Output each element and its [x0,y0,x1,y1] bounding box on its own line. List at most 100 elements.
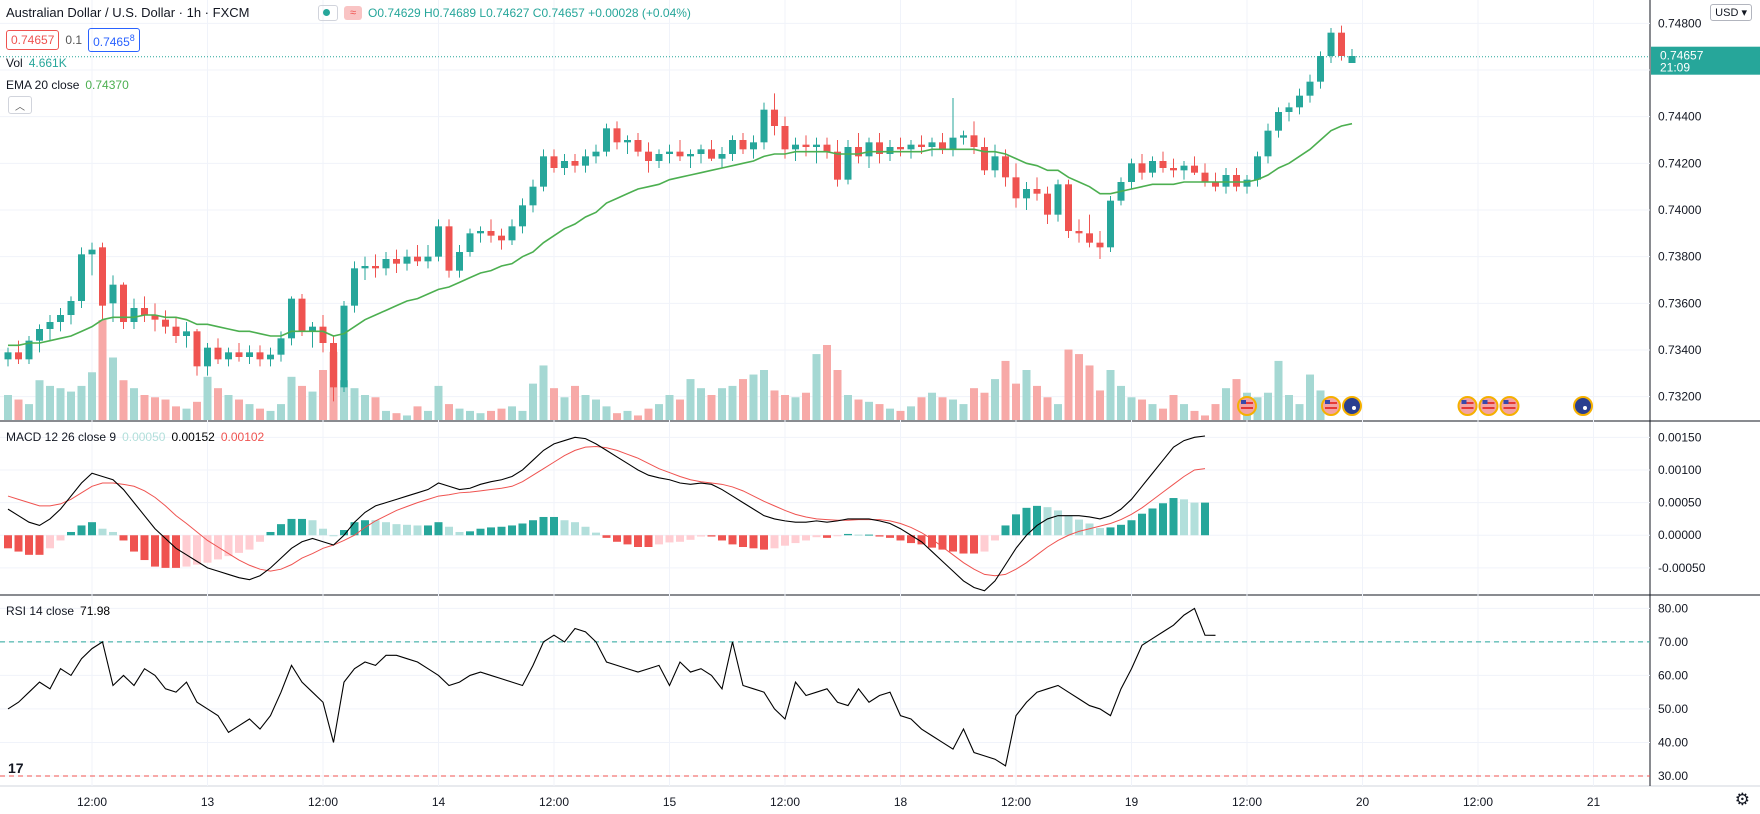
candle-body[interactable] [1075,231,1083,234]
candle-body[interactable] [991,156,999,171]
candle-body[interactable] [540,156,547,187]
last-price-tag[interactable] [1651,46,1760,75]
candle-body[interactable] [561,161,568,168]
candle-body[interactable] [15,352,22,360]
macd-legend[interactable]: MACD 12 26 close 9 0.00050 0.00152 0.001… [6,430,264,444]
candle-body[interactable] [844,147,852,180]
candle-body[interactable] [414,256,421,262]
candle-body[interactable] [718,154,726,159]
candle-body[interactable] [697,149,705,154]
candle-body[interactable] [771,109,778,126]
candle-body[interactable] [1086,233,1093,243]
candle-body[interactable] [1264,130,1272,157]
candle-body[interactable] [1275,112,1282,131]
candle-body[interactable] [456,252,463,271]
candle-body[interactable] [802,144,810,147]
candle-body[interactable] [235,352,243,357]
us-flag-event-icon[interactable] [1321,396,1341,416]
candle-body[interactable] [1191,165,1198,173]
candle-body[interactable] [477,231,484,234]
candle-body[interactable] [46,322,54,329]
candle-body[interactable] [99,247,106,306]
ask-price[interactable]: 0.74658 [88,28,140,52]
candle-body[interactable] [655,154,663,161]
candle-body[interactable] [382,259,390,269]
bid-price[interactable]: 0.74657 [6,30,60,50]
candle-body[interactable] [1233,175,1240,187]
settings-gear-icon[interactable]: ⚙ [1734,790,1750,809]
candle-body[interactable] [928,142,936,147]
candle-body[interactable] [193,331,201,367]
candle-body[interactable] [1296,95,1303,108]
candle-body[interactable] [4,352,12,360]
candle-body[interactable] [897,147,904,150]
candle-body[interactable] [855,147,862,157]
candle-body[interactable] [1222,175,1230,187]
candle-body[interactable] [25,340,33,360]
candle-body[interactable] [750,142,757,150]
candle-body[interactable] [949,137,957,150]
candle-body[interactable] [508,226,516,241]
currency-selector[interactable]: USD ▾ [1710,4,1752,21]
us-flag-event-icon[interactable] [1237,396,1257,416]
candle-body[interactable] [687,154,694,157]
candle-body[interactable] [1107,200,1114,248]
candle-body[interactable] [214,347,222,360]
candle-body[interactable] [519,205,526,227]
candle-body[interactable] [592,151,600,157]
candle-body[interactable] [340,305,348,388]
candle-body[interactable] [361,266,369,269]
candle-body[interactable] [466,233,474,252]
candle-body[interactable] [36,329,43,341]
candle-body[interactable] [876,142,883,154]
candle-body[interactable] [1285,107,1293,112]
candle-body[interactable] [1170,168,1177,171]
ema-legend[interactable]: EMA 20 close 0.74370 [6,78,129,92]
candle-body[interactable] [613,128,621,143]
candle-body[interactable] [204,347,211,367]
candle-body[interactable] [760,109,768,143]
candle-body[interactable] [78,254,85,301]
candle-body[interactable] [666,151,673,154]
candle-body[interactable] [1180,165,1188,171]
candle-body[interactable] [1149,161,1156,173]
candle-body[interactable] [172,326,180,336]
candle-body[interactable] [67,301,75,315]
candle-body[interactable] [1327,32,1335,56]
candle-body[interactable] [130,308,138,322]
candle-body[interactable] [1012,177,1020,199]
candle-body[interactable] [739,140,747,150]
candle-body[interactable] [309,326,316,332]
candle-body[interactable] [151,315,159,320]
candle-body[interactable] [550,156,558,168]
candle-body[interactable] [865,142,873,157]
candle-body[interactable] [624,140,631,143]
candle-body[interactable] [886,147,894,154]
candle-body[interactable] [823,144,831,152]
candle-body[interactable] [141,308,148,315]
candle-body[interactable] [676,151,684,157]
candle-body[interactable] [1338,32,1345,56]
volume-legend[interactable]: Vol 4.661K [6,56,67,70]
candle-body[interactable] [256,352,264,360]
candle-body[interactable] [1201,172,1209,182]
candle-body[interactable] [267,354,274,360]
rsi-legend[interactable]: RSI 14 close 71.98 [6,604,110,618]
au-flag-event-icon[interactable] [1573,396,1593,416]
candle-body[interactable] [1254,156,1261,180]
candle-body[interactable] [960,135,967,138]
candle-body[interactable] [1065,184,1072,231]
candle-body[interactable] [645,151,652,161]
candle-body[interactable] [57,315,64,322]
candle-body[interactable] [1054,184,1062,215]
candle-body[interactable] [1348,56,1356,63]
candle-body[interactable] [582,156,589,166]
candle-body[interactable] [403,256,411,264]
candle-body[interactable] [1002,156,1009,178]
candle-body[interactable] [781,126,789,150]
candle-body[interactable] [970,135,978,147]
candle-body[interactable] [120,284,127,322]
candle-body[interactable] [813,144,820,147]
